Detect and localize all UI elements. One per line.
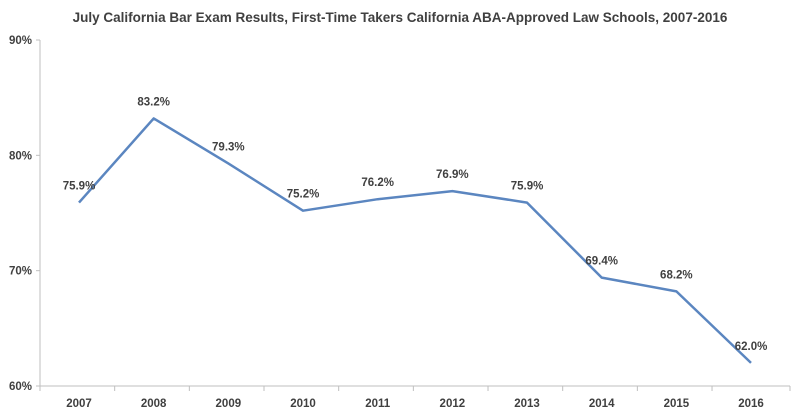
data-label: 79.3% (212, 141, 245, 153)
data-label: 75.9% (63, 181, 96, 193)
data-label: 83.2% (137, 96, 170, 108)
y-tick-label: 70% (9, 266, 32, 278)
data-label: 62.0% (735, 341, 768, 353)
x-tick-label: 2007 (66, 398, 92, 410)
data-label: 68.2% (660, 269, 693, 281)
y-tick-label: 90% (9, 35, 32, 47)
data-label: 76.9% (436, 169, 469, 181)
x-tick-label: 2013 (514, 398, 540, 410)
x-tick-label: 2012 (440, 398, 466, 410)
x-tick-label: 2014 (589, 398, 615, 410)
series-line (78, 117, 752, 364)
x-tick-label: 2009 (216, 398, 242, 410)
y-tick-label: 80% (9, 150, 32, 162)
data-label: 75.9% (511, 181, 544, 193)
data-label: 76.2% (361, 177, 394, 189)
data-label: 75.2% (287, 189, 320, 201)
chart-title: July California Bar Exam Results, First-… (72, 10, 728, 25)
x-tick-label: 2011 (365, 398, 391, 410)
x-tick-label: 2010 (290, 398, 316, 410)
x-tick-label: 2016 (738, 398, 764, 410)
y-tick-label: 60% (9, 381, 32, 393)
data-label: 69.4% (585, 256, 618, 268)
x-tick-label: 2015 (664, 398, 690, 410)
x-tick-label: 2008 (141, 398, 167, 410)
